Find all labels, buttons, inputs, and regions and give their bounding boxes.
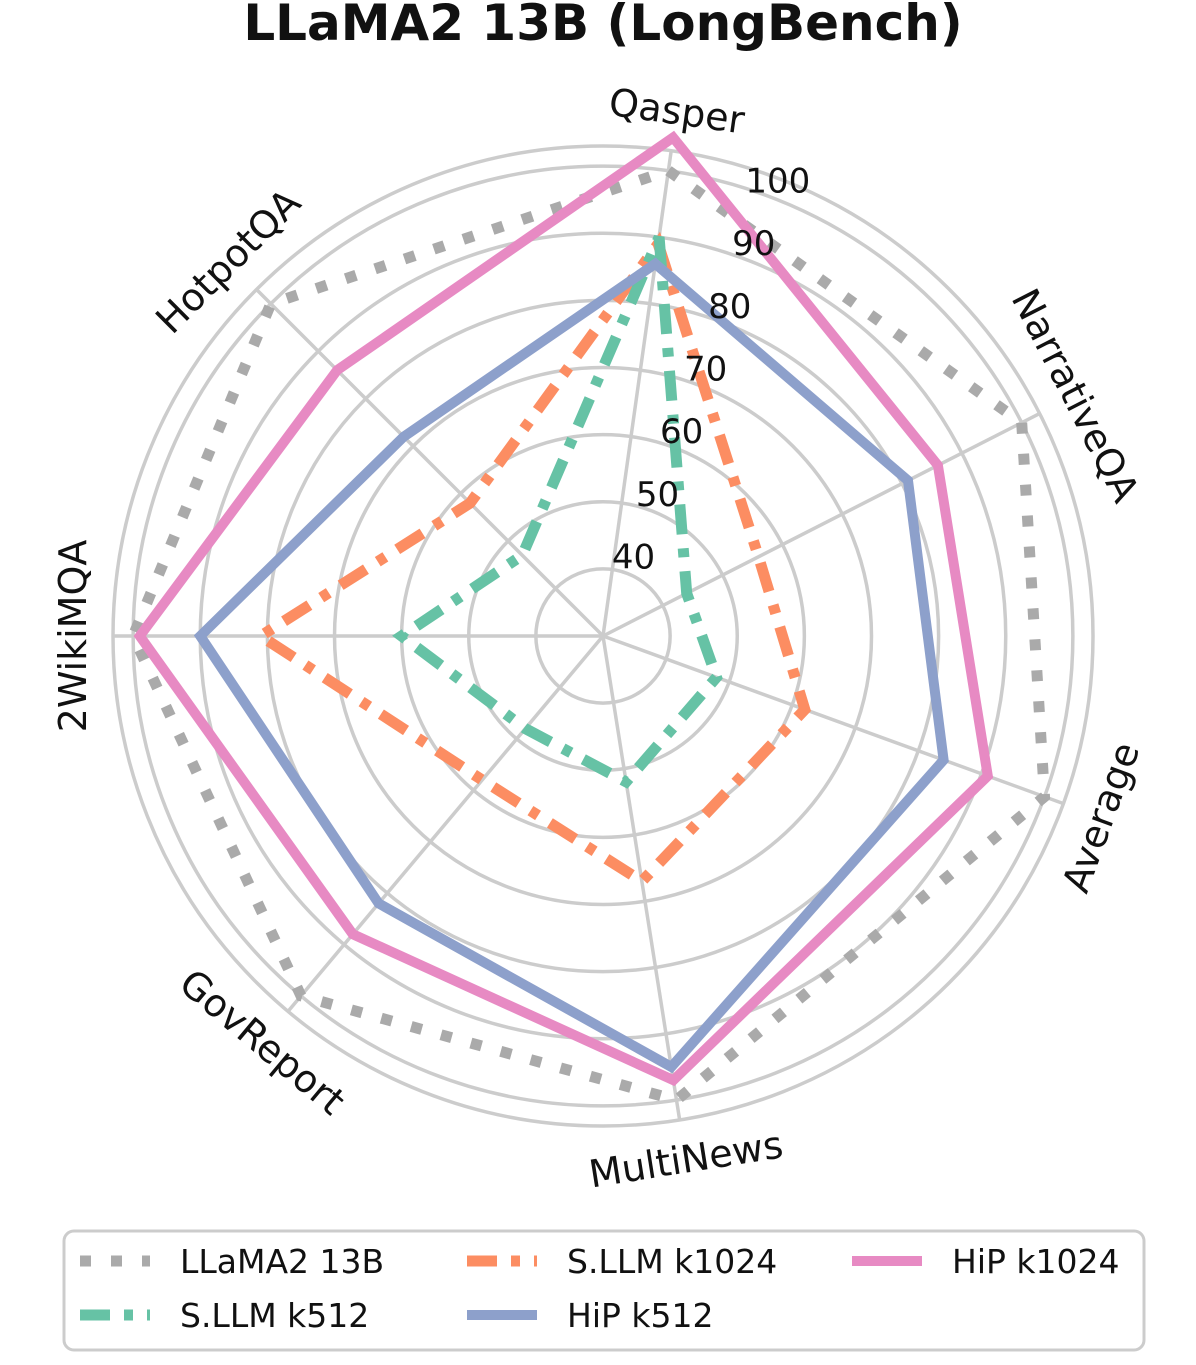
- spoke-qasper: [601, 150, 673, 637]
- tick-label-100: 100: [745, 162, 810, 202]
- legend: LLaMA2 13B S.LLM k1024 HiP k1024 S.LLM k512…: [62, 1229, 1146, 1352]
- axis-label-average: Average: [1054, 736, 1149, 898]
- legend-label-hip-k1024: HiP k1024: [952, 1242, 1119, 1281]
- radial-tick-labels: 40 50 60 70 80 90 100: [612, 162, 810, 578]
- series-s-llm-k1024: [250, 231, 811, 889]
- tick-label-40: 40: [612, 538, 655, 578]
- tick-label-60: 60: [660, 412, 703, 452]
- legend-label-s-llm-k1024: S.LLM k1024: [567, 1242, 777, 1281]
- spoke-multinews: [601, 635, 682, 1121]
- legend-label-llama2-13b: LLaMA2 13B: [180, 1242, 384, 1281]
- chart-title: LLaMA2 13B (LongBench): [243, 0, 962, 52]
- radar-grid: [111, 144, 1095, 1128]
- series-hip-k1024: [133, 130, 994, 1087]
- spoke-govreport: [286, 634, 605, 1013]
- tick-label-50: 50: [636, 475, 679, 515]
- spoke-narrativeqa: [602, 411, 1041, 638]
- spoke-hotpotqa: [255, 288, 605, 638]
- legend-label-hip-k512: HiP k512: [567, 1296, 713, 1335]
- radar-series: [127, 130, 1051, 1107]
- tick-label-80: 80: [708, 287, 751, 327]
- spoke-average: [602, 634, 1065, 806]
- axis-label-2wikimqa: 2WikiMQA: [51, 540, 95, 733]
- series-hip-k512: [193, 257, 949, 1074]
- tick-label-70: 70: [684, 350, 727, 390]
- series-llama2-13b: [127, 164, 1051, 1107]
- axis-label-multinews: MultiNews: [586, 1122, 786, 1196]
- axis-label-qasper: Qasper: [606, 80, 747, 143]
- tick-label-90: 90: [732, 224, 775, 264]
- axis-label-narrativeqa: NarrativeQA: [1003, 282, 1148, 509]
- legend-label-s-llm-k512: S.LLM k512: [180, 1296, 369, 1335]
